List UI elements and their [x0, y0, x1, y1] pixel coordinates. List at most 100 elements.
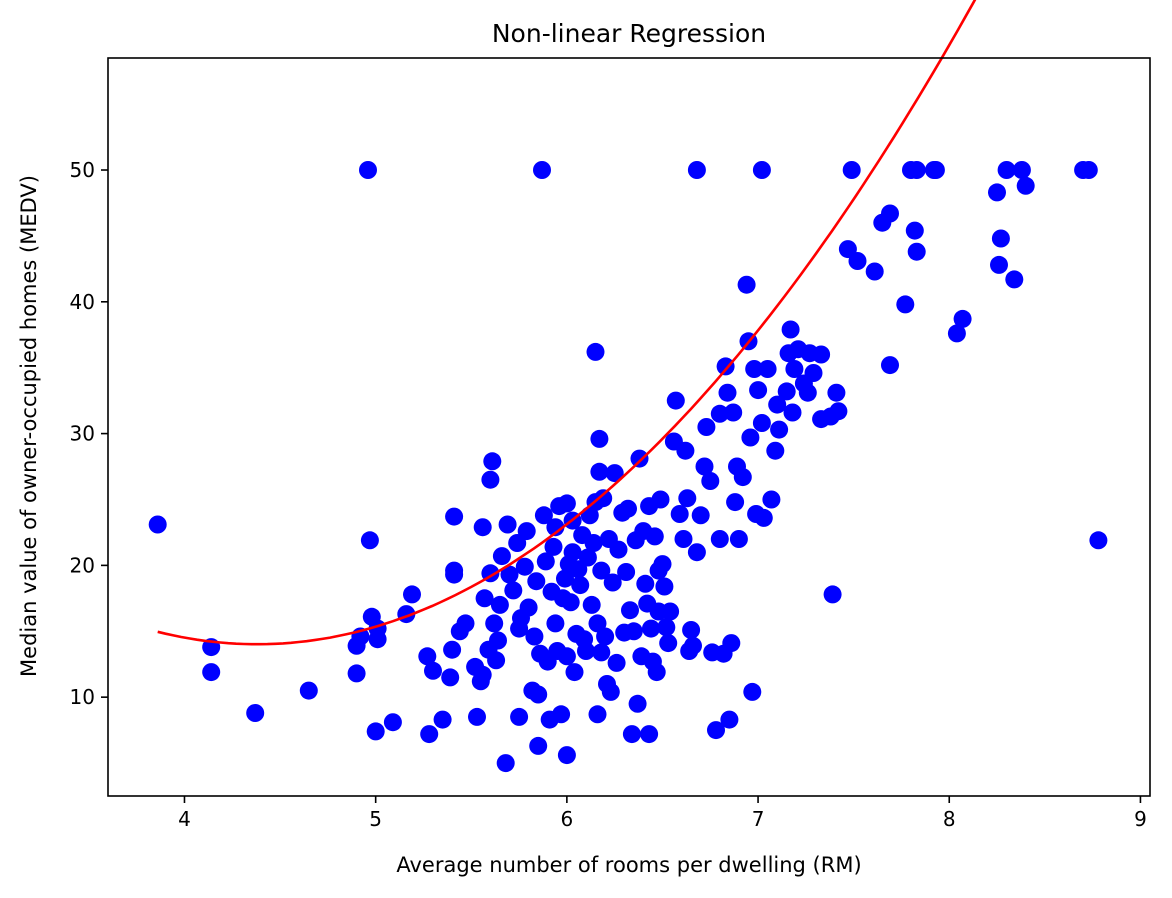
data-point	[557, 647, 576, 666]
data-point	[433, 710, 452, 729]
data-point	[726, 493, 745, 512]
data-point	[624, 622, 643, 641]
data-point	[720, 710, 739, 729]
data-point	[496, 754, 515, 773]
data-point	[729, 530, 748, 548]
x-tick-label: 6	[560, 807, 573, 831]
data-point	[582, 595, 601, 614]
data-point	[571, 576, 590, 595]
data-point	[487, 651, 506, 670]
data-point	[827, 383, 846, 402]
data-point	[947, 324, 966, 343]
data-point	[752, 161, 771, 179]
data-point	[881, 204, 899, 223]
data-point	[636, 574, 655, 593]
data-point	[577, 642, 595, 660]
data-point	[697, 418, 716, 436]
data-point	[647, 663, 666, 682]
data-point	[988, 183, 1006, 202]
data-point	[473, 665, 492, 684]
y-tick-label: 50	[70, 158, 95, 182]
data-point	[443, 640, 462, 659]
data-point	[953, 309, 972, 328]
data-point	[997, 161, 1016, 179]
x-tick-label: 4	[178, 807, 191, 831]
data-point	[907, 161, 926, 179]
plot-area	[148, 0, 1108, 773]
data-point	[676, 441, 695, 460]
data-point	[628, 694, 647, 713]
data-point	[536, 552, 555, 571]
data-point	[682, 621, 701, 639]
data-point	[456, 614, 475, 633]
data-point	[622, 725, 641, 744]
data-point	[659, 634, 678, 653]
data-point	[347, 664, 366, 683]
data-point	[777, 382, 796, 401]
data-point	[754, 508, 773, 527]
y-tick-label: 40	[70, 290, 95, 314]
data-point	[881, 356, 899, 375]
data-point	[529, 685, 548, 704]
data-point	[617, 563, 636, 581]
data-point	[578, 548, 597, 567]
x-tick-label: 7	[752, 807, 765, 831]
data-point	[645, 527, 664, 546]
data-point	[990, 255, 1008, 274]
y-tick-label: 10	[70, 685, 95, 709]
data-point	[926, 161, 945, 179]
data-point	[991, 229, 1010, 248]
data-point	[148, 515, 167, 534]
data-point	[762, 490, 781, 509]
data-point	[366, 722, 385, 741]
data-point	[661, 602, 680, 621]
data-point	[519, 598, 538, 617]
data-point	[584, 534, 603, 552]
data-point	[691, 506, 710, 525]
data-point	[492, 547, 511, 566]
data-point	[695, 457, 714, 476]
data-point	[752, 414, 771, 432]
data-point	[500, 565, 519, 584]
data-point	[525, 627, 544, 646]
data-point	[630, 449, 649, 468]
y-axis-ticks: 10 20 30 40 50	[70, 158, 108, 709]
x-axis-label: Average number of rooms per dwelling (RM…	[396, 853, 861, 877]
data-point	[768, 395, 787, 414]
data-point	[823, 585, 842, 604]
data-point	[489, 631, 507, 650]
y-tick-label: 30	[70, 422, 95, 446]
data-point	[420, 725, 439, 744]
data-point	[1016, 176, 1035, 195]
data-point	[565, 663, 584, 682]
data-point	[561, 593, 580, 612]
data-point	[533, 161, 551, 179]
data-point	[546, 614, 565, 633]
x-tick-label: 9	[1134, 807, 1147, 831]
data-point	[1079, 161, 1098, 179]
data-point	[716, 357, 735, 376]
data-point	[594, 489, 613, 508]
data-point	[588, 705, 607, 724]
data-point	[829, 402, 848, 421]
data-point	[246, 704, 265, 722]
data-point	[655, 577, 674, 596]
data-point	[544, 537, 563, 556]
x-tick-label: 8	[943, 807, 956, 831]
data-point	[468, 707, 486, 726]
data-point	[485, 614, 504, 633]
data-point	[710, 530, 729, 548]
data-point	[563, 543, 582, 562]
data-point	[842, 161, 861, 179]
data-point	[527, 572, 546, 591]
data-point	[517, 522, 536, 541]
data-point	[605, 464, 624, 483]
data-point	[403, 585, 421, 604]
data-point	[657, 618, 676, 637]
data-point	[483, 452, 502, 471]
data-point	[586, 342, 605, 361]
data-point	[666, 391, 685, 410]
data-point	[804, 364, 823, 382]
